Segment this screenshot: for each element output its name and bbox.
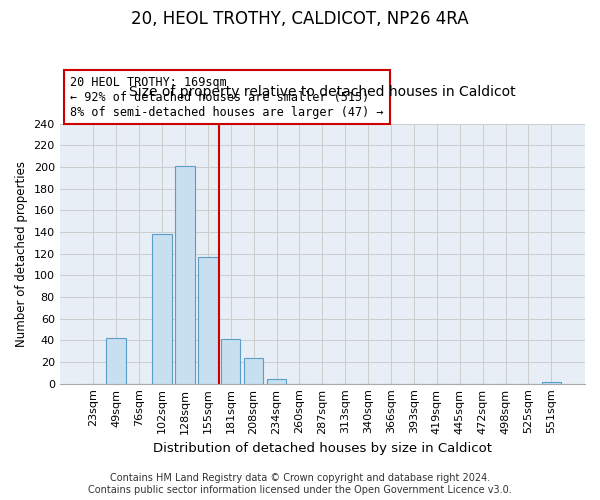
- X-axis label: Distribution of detached houses by size in Caldicot: Distribution of detached houses by size …: [153, 442, 492, 455]
- Bar: [267, 380, 286, 384]
- Bar: [542, 382, 561, 384]
- Text: 20 HEOL TROTHY: 169sqm
← 92% of detached houses are smaller (515)
8% of semi-det: 20 HEOL TROTHY: 169sqm ← 92% of detached…: [70, 76, 383, 118]
- Text: Contains HM Land Registry data © Crown copyright and database right 2024.
Contai: Contains HM Land Registry data © Crown c…: [88, 474, 512, 495]
- Text: 20, HEOL TROTHY, CALDICOT, NP26 4RA: 20, HEOL TROTHY, CALDICOT, NP26 4RA: [131, 10, 469, 28]
- Bar: [244, 358, 263, 384]
- Bar: [106, 338, 126, 384]
- Bar: [221, 340, 241, 384]
- Bar: [152, 234, 172, 384]
- Title: Size of property relative to detached houses in Caldicot: Size of property relative to detached ho…: [129, 85, 515, 99]
- Bar: [175, 166, 194, 384]
- Bar: [198, 257, 218, 384]
- Y-axis label: Number of detached properties: Number of detached properties: [15, 160, 28, 346]
